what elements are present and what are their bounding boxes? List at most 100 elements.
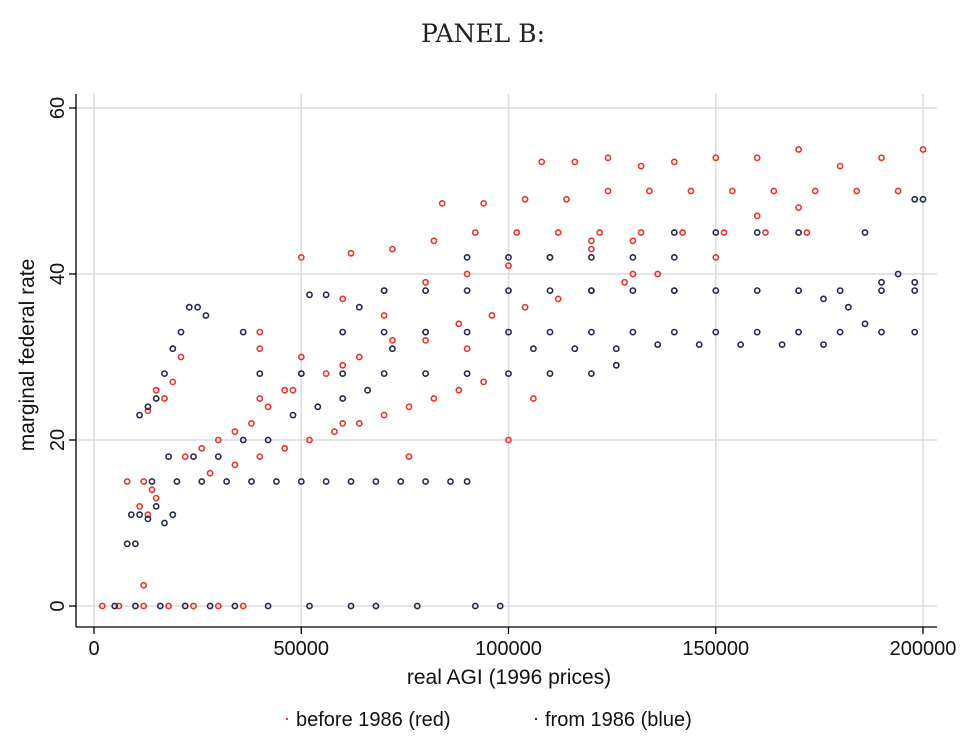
- series-from-1986: [111, 195, 927, 610]
- data-point: [687, 187, 695, 195]
- data-point: [919, 195, 927, 203]
- data-points: [98, 146, 927, 610]
- data-point: [380, 312, 388, 319]
- data-point: [281, 444, 289, 452]
- data-point: [480, 199, 487, 207]
- data-point: [488, 312, 496, 319]
- data-point: [878, 287, 885, 294]
- data-point: [264, 602, 272, 610]
- data-point: [530, 395, 537, 402]
- data-point: [845, 303, 852, 311]
- data-point: [629, 237, 637, 245]
- data-point: [521, 303, 529, 311]
- data-point: [629, 328, 637, 336]
- data-point: [588, 287, 595, 294]
- data-point: [239, 328, 247, 336]
- data-point: [753, 154, 761, 162]
- y-tick-label: 40: [47, 263, 69, 285]
- data-point: [297, 353, 305, 361]
- data-point: [471, 602, 479, 610]
- data-point: [820, 341, 827, 348]
- data-point: [795, 287, 802, 294]
- data-point: [169, 511, 177, 519]
- data-point: [505, 262, 512, 270]
- data-point: [430, 237, 438, 245]
- data-point: [161, 370, 168, 377]
- data-point: [753, 328, 761, 336]
- y-axis-label: marginal federal rate: [16, 259, 39, 452]
- data-point: [397, 478, 405, 485]
- data-point: [753, 229, 761, 236]
- data-point: [588, 253, 595, 261]
- data-point: [894, 187, 902, 195]
- data-point: [413, 602, 421, 610]
- data-point: [169, 345, 177, 353]
- data-point: [144, 403, 152, 411]
- data-point: [637, 229, 645, 236]
- legend: before 1986 (red) from 1986 (blue): [285, 709, 692, 731]
- data-point: [778, 341, 786, 348]
- data-point: [463, 345, 471, 353]
- data-point: [911, 287, 919, 294]
- data-point: [214, 453, 222, 460]
- data-point: [480, 378, 487, 386]
- data-point: [405, 453, 413, 460]
- data-point: [505, 287, 512, 294]
- data-point: [463, 270, 471, 278]
- y-tick-label: 20: [47, 429, 69, 451]
- x-tick-label: 150000: [682, 638, 749, 660]
- data-point: [646, 187, 653, 195]
- data-point: [198, 444, 206, 452]
- data-point: [670, 253, 678, 261]
- data-point: [131, 602, 139, 610]
- data-point: [878, 278, 885, 286]
- data-point: [422, 370, 429, 377]
- data-point: [152, 494, 160, 502]
- y-tick-label: 0: [47, 600, 69, 611]
- data-point: [347, 478, 355, 485]
- data-point: [422, 336, 429, 344]
- data-point: [604, 154, 612, 162]
- data-point: [198, 478, 206, 485]
- data-point: [422, 478, 429, 485]
- data-point: [177, 328, 185, 336]
- data-point: [670, 229, 678, 236]
- data-point: [214, 602, 222, 610]
- plot-background: [76, 94, 937, 627]
- data-point: [422, 278, 429, 286]
- data-point: [554, 295, 562, 303]
- data-point: [596, 229, 604, 236]
- data-point: [169, 378, 177, 386]
- data-point: [256, 370, 264, 377]
- data-point: [140, 602, 148, 610]
- data-point: [231, 602, 239, 610]
- data-point: [136, 411, 143, 419]
- data-point: [339, 295, 347, 303]
- data-point: [347, 602, 355, 610]
- data-point: [463, 253, 471, 261]
- data-point: [388, 336, 396, 344]
- data-point: [339, 361, 347, 369]
- data-point: [355, 353, 363, 361]
- data-point: [861, 320, 869, 328]
- x-tick-label: 0: [88, 638, 99, 660]
- data-point: [513, 229, 521, 236]
- data-point: [127, 511, 135, 519]
- data-point: [629, 253, 637, 261]
- data-point: [820, 295, 827, 303]
- data-point: [161, 395, 168, 402]
- data-point: [297, 253, 305, 261]
- data-point: [140, 478, 148, 485]
- series-before-1986: [98, 146, 927, 610]
- data-point: [861, 229, 869, 236]
- data-point: [231, 428, 239, 436]
- data-point: [206, 469, 214, 477]
- data-point: [770, 187, 778, 195]
- data-point: [136, 511, 143, 519]
- data-point: [571, 345, 579, 353]
- data-point: [438, 199, 446, 207]
- data-point: [306, 602, 313, 610]
- data-point: [712, 328, 720, 336]
- data-point: [347, 249, 355, 257]
- data-point: [144, 407, 152, 415]
